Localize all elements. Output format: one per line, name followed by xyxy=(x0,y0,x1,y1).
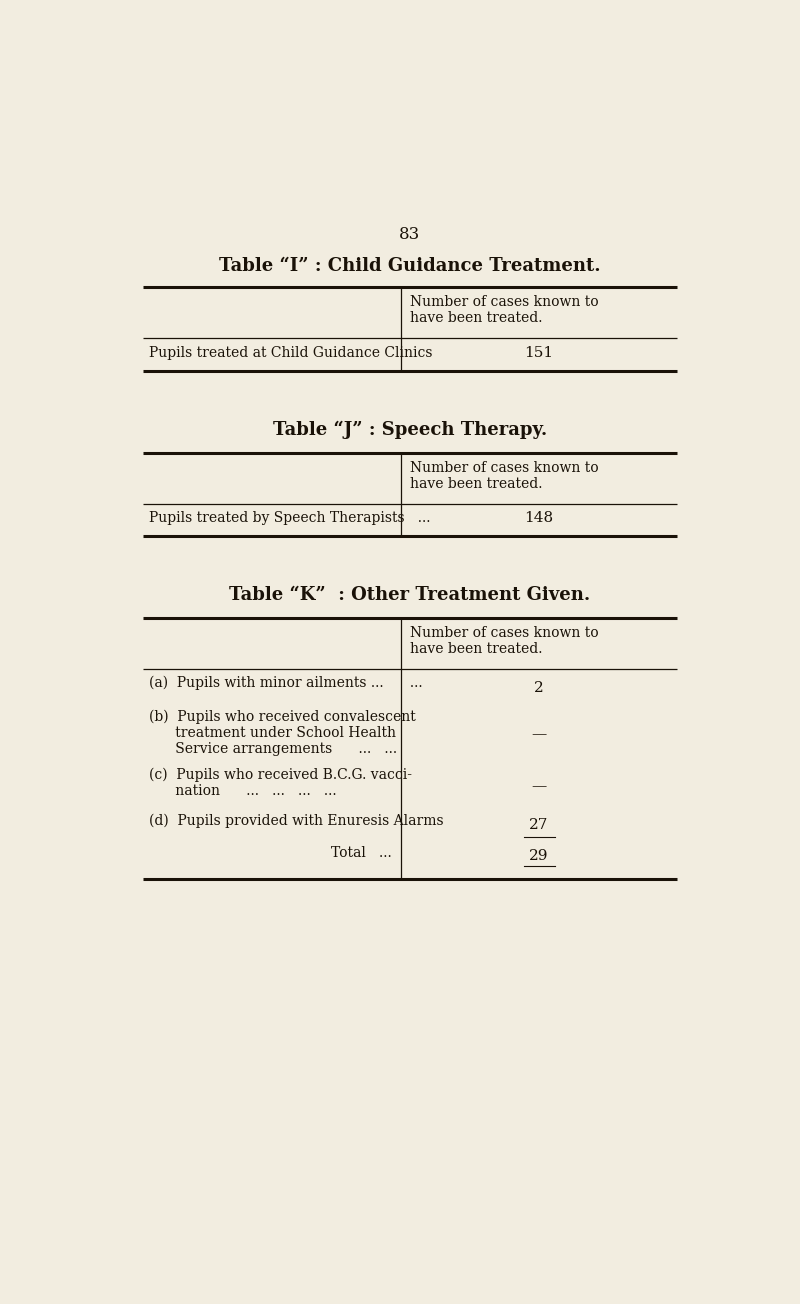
Text: 2: 2 xyxy=(534,681,544,695)
Text: Table “I” : Child Guidance Treatment.: Table “I” : Child Guidance Treatment. xyxy=(219,257,601,275)
Text: —: — xyxy=(531,780,546,793)
Text: Number of cases known to
have been treated.: Number of cases known to have been treat… xyxy=(410,626,598,656)
Text: —: — xyxy=(531,728,546,741)
Text: (b)  Pupils who received convalescent
      treatment under School Health
      : (b) Pupils who received convalescent tre… xyxy=(149,709,415,756)
Text: (a)  Pupils with minor ailments ...      ...: (a) Pupils with minor ailments ... ... xyxy=(149,675,422,690)
Text: 29: 29 xyxy=(530,849,549,863)
Text: 83: 83 xyxy=(399,226,421,243)
Text: 148: 148 xyxy=(525,511,554,526)
Text: Table “K”  : Other Treatment Given.: Table “K” : Other Treatment Given. xyxy=(230,585,590,604)
Text: Number of cases known to
have been treated.: Number of cases known to have been treat… xyxy=(410,460,598,490)
Text: (d)  Pupils provided with Enuresis Alarms: (d) Pupils provided with Enuresis Alarms xyxy=(149,814,443,828)
Text: Number of cases known to
have been treated.: Number of cases known to have been treat… xyxy=(410,295,598,325)
Text: 151: 151 xyxy=(525,346,554,360)
Text: Pupils treated by Speech Therapists   ...: Pupils treated by Speech Therapists ... xyxy=(149,511,430,526)
Text: 27: 27 xyxy=(530,818,549,832)
Text: (c)  Pupils who received B.C.G. vacci-
      nation      ...   ...   ...   ...: (c) Pupils who received B.C.G. vacci- na… xyxy=(149,768,412,798)
Text: Pupils treated at Child Guidance Clinics: Pupils treated at Child Guidance Clinics xyxy=(149,346,432,360)
Text: Table “J” : Speech Therapy.: Table “J” : Speech Therapy. xyxy=(273,421,547,439)
Text: Total   ...: Total ... xyxy=(330,846,391,861)
